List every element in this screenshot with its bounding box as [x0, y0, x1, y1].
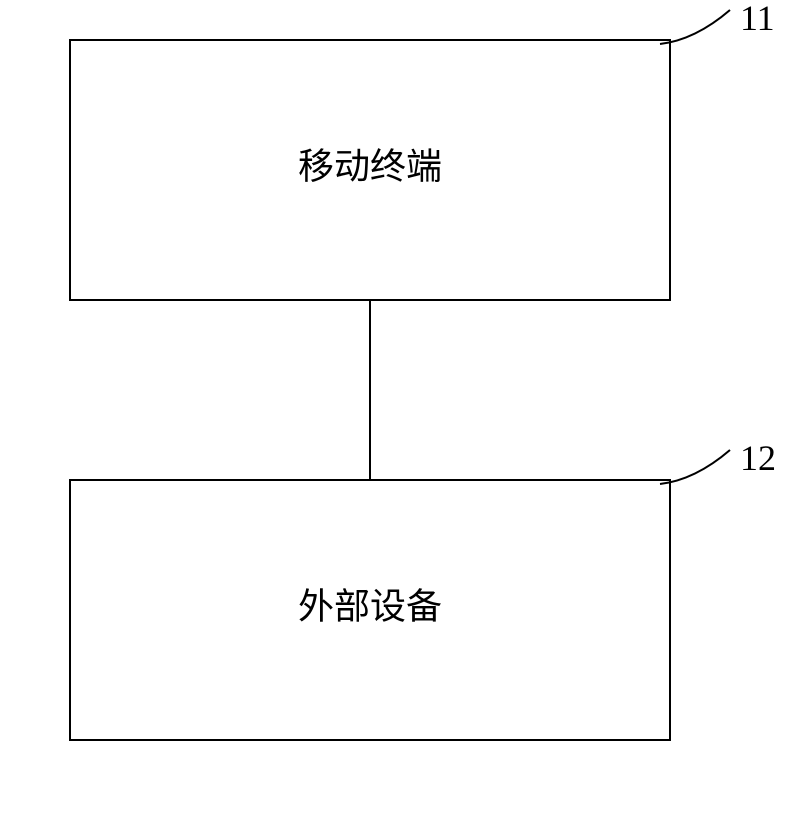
node-mobile-terminal-label: 移动终端: [298, 146, 442, 186]
callout-label-11: 11: [740, 0, 775, 38]
block-diagram: 移动终端 11 外部设备 12: [0, 0, 803, 825]
node-external-device: 外部设备 12: [70, 438, 776, 740]
callout-curve-12: [660, 450, 730, 484]
node-mobile-terminal: 移动终端 11: [70, 0, 775, 300]
callout-curve-11: [660, 10, 730, 44]
callout-label-12: 12: [740, 438, 776, 478]
node-external-device-label: 外部设备: [298, 586, 442, 626]
